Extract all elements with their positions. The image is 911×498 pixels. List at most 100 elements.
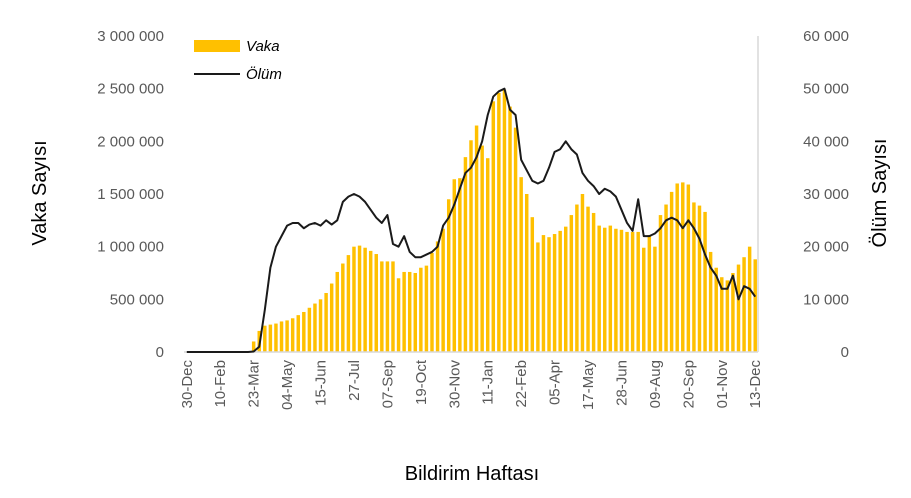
left-y-tick-label: 1 500 000 <box>97 186 164 203</box>
case-bar <box>307 307 312 352</box>
x-tick-label: 07-Sep <box>379 360 396 408</box>
left-axis-title: Vaka Sayısı <box>29 140 51 245</box>
case-bar <box>547 237 551 352</box>
case-bar <box>714 267 718 352</box>
case-bar <box>664 204 668 352</box>
case-bar <box>402 271 406 352</box>
case-bar <box>569 215 574 352</box>
case-bar <box>720 277 724 352</box>
case-bars <box>251 89 757 352</box>
case-bar <box>407 271 412 352</box>
case-bar <box>374 254 378 352</box>
x-tick-label: 10-Feb <box>212 360 229 408</box>
case-bar <box>591 212 596 352</box>
right-y-tick-label: 50 000 <box>803 81 849 98</box>
case-bar <box>536 242 540 352</box>
case-bar <box>636 231 640 352</box>
case-bar <box>274 323 278 352</box>
death-line-group <box>186 87 757 353</box>
case-bar <box>413 273 417 352</box>
axes <box>184 36 759 353</box>
case-bar <box>296 315 300 352</box>
case-bar <box>396 278 401 352</box>
case-bar <box>290 318 295 352</box>
case-bar <box>497 92 501 352</box>
case-bar <box>625 231 629 352</box>
case-bar <box>391 261 395 352</box>
left-y-tick-label: 3 000 000 <box>97 28 164 45</box>
legend-label-vaka: Vaka <box>246 38 280 55</box>
case-bar <box>324 293 328 352</box>
case-bar <box>575 204 579 352</box>
x-tick-label: 09-Aug <box>647 360 664 408</box>
case-bar <box>463 157 468 352</box>
case-bar <box>263 325 267 352</box>
case-bar <box>435 241 440 352</box>
x-tick-label: 27-Jul <box>346 360 363 401</box>
right-y-tick-labels: 0 10 000 20 000 30 000 40 000 50 000 60 000 <box>803 28 849 361</box>
x-tick-label: 05-Apr <box>547 360 564 405</box>
case-bar <box>647 235 652 352</box>
case-bar <box>541 235 546 352</box>
x-tick-label: 28-Jun <box>614 360 631 406</box>
case-bar <box>642 247 646 352</box>
left-y-tick-labels: 0 500 000 1 000 000 1 500 000 2 000 000 2 500… <box>97 28 164 361</box>
right-y-tick-label: 60 000 <box>803 28 849 45</box>
left-y-tick-label: 0 <box>156 344 164 361</box>
case-bar <box>736 264 741 352</box>
case-bar <box>441 228 445 352</box>
case-bar <box>614 228 618 352</box>
case-bar <box>363 247 367 352</box>
case-bar <box>564 226 568 352</box>
case-bar <box>530 217 535 352</box>
left-y-tick-label: 1 000 000 <box>97 239 164 256</box>
case-bar <box>525 194 529 352</box>
right-axis-title: Ölüm Sayısı <box>869 139 891 248</box>
x-tick-labels: 30-Dec 10-Feb 23-Mar 04-May 15-Jun 27-Jul 07-S… <box>179 359 764 410</box>
case-bar <box>669 191 674 352</box>
x-tick-label: 15-Jun <box>313 360 330 406</box>
right-y-tick-label: 30 000 <box>803 186 849 203</box>
right-y-tick-label: 20 000 <box>803 239 849 256</box>
case-bar <box>502 89 507 352</box>
case-bar <box>352 246 356 352</box>
left-y-tick-label: 500 000 <box>110 291 164 308</box>
right-y-tick-label: 0 <box>841 344 849 361</box>
legend: Vaka Ölüm <box>194 38 282 83</box>
case-bar <box>508 106 512 352</box>
x-tick-label: 19-Oct <box>413 359 430 405</box>
case-bar <box>519 177 523 352</box>
x-tick-label: 20-Sep <box>680 360 697 408</box>
x-tick-label: 17-May <box>580 360 597 411</box>
case-bar <box>708 251 713 352</box>
case-bar <box>692 202 696 352</box>
case-bar <box>302 311 306 352</box>
case-bar <box>552 234 557 352</box>
case-bar <box>485 158 490 352</box>
case-bar <box>586 206 590 352</box>
death-line <box>186 87 757 353</box>
x-tick-label: 23-Mar <box>246 360 263 408</box>
legend-label-olum: Ölüm <box>246 65 282 83</box>
case-bar <box>313 303 317 352</box>
case-bar <box>597 225 601 352</box>
case-bar <box>703 211 707 352</box>
case-bar <box>318 299 323 352</box>
case-bar <box>335 271 339 352</box>
case-bar <box>430 252 434 352</box>
case-bar <box>608 225 613 352</box>
case-bar <box>658 215 663 352</box>
case-bar <box>357 245 362 352</box>
case-bar <box>480 145 484 352</box>
case-bar <box>491 101 496 352</box>
x-axis-title: Bildirim Haftası <box>405 463 539 485</box>
left-y-tick-label: 2 500 000 <box>97 81 164 98</box>
case-bar <box>686 184 691 352</box>
case-bar <box>675 183 679 352</box>
case-bar <box>385 261 390 352</box>
x-tick-label: 30-Dec <box>179 360 196 409</box>
case-bar <box>380 261 384 352</box>
case-bar <box>285 320 289 352</box>
case-bar <box>558 230 562 352</box>
